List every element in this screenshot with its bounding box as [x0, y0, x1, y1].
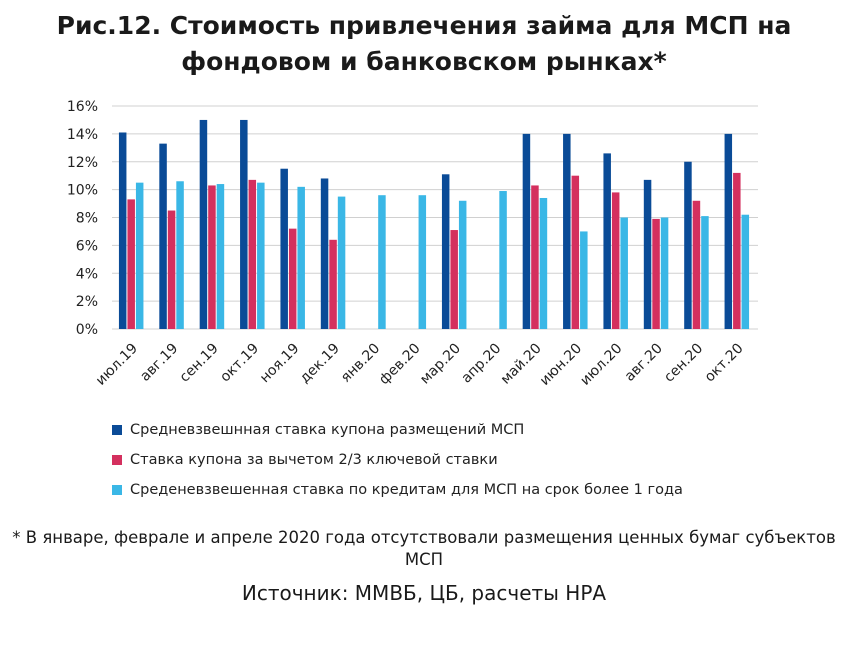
legend-label-series2: Ставка купона за вычетом 2/3 ключевой ст… [130, 452, 498, 468]
bar-series3-янв.20 [378, 195, 386, 329]
y-tick-label: 10% [67, 183, 98, 199]
legend-label-series3: Среденевзвешенная ставка по кредитам для… [130, 482, 683, 498]
bar-series1-мар.20 [441, 174, 450, 329]
bar-series3-апр.20 [499, 191, 507, 329]
bar-series3-сен.19 [216, 184, 225, 329]
bar-series3-июл.19 [135, 182, 144, 329]
bar-series1-авг.19 [159, 143, 167, 329]
bar-series2-окт.19 [248, 179, 257, 329]
x-tick-label: ноя.19 [257, 341, 303, 387]
bar-series2-июн.20 [571, 175, 580, 329]
y-tick-label: 6% [76, 238, 98, 254]
bar-series1-май.20 [522, 133, 531, 329]
y-tick-label: 14% [67, 127, 98, 143]
bar-series3-окт.20 [741, 214, 750, 329]
x-tick-label: сен.19 [177, 341, 222, 386]
bar-series3-окт.19 [257, 182, 265, 329]
footnote: * В январе, феврале и апреле 2020 года о… [12, 528, 836, 569]
bar-series2-авг.19 [167, 210, 176, 329]
bar-series1-дек.19 [320, 178, 329, 329]
x-tick-label: май.20 [498, 341, 545, 388]
bar-series2-сен.19 [208, 185, 216, 329]
bar-series3-ноя.19 [297, 186, 305, 329]
y-tick-label: 2% [76, 294, 98, 310]
bar-series2-дек.19 [329, 239, 337, 329]
bar-series3-июн.20 [580, 231, 588, 329]
bar-series1-июл.19 [118, 132, 127, 329]
legend-swatch-series2 [112, 455, 122, 465]
x-tick-label: авг.20 [622, 341, 666, 385]
bar-series3-мар.20 [458, 200, 467, 329]
x-tick-label: июл.20 [577, 341, 625, 389]
y-axis-ticks: 0% 2% 4% 6% 8% 10% 12% 14% 16% [67, 99, 98, 338]
source-note: Источник: ММВБ, ЦБ, расчеты НРА [241, 581, 607, 605]
legend-swatch-series3 [112, 485, 122, 495]
bar-series1-сен.19 [199, 119, 208, 329]
y-tick-label: 12% [67, 155, 98, 171]
x-tick-label: фев.20 [376, 341, 423, 388]
bar-series2-май.20 [531, 185, 539, 329]
bar-series3-июл.20 [620, 217, 628, 329]
x-tick-label: сен.20 [661, 341, 706, 386]
bar-series2-мар.20 [450, 230, 458, 329]
x-tick-label: янв.20 [338, 341, 383, 386]
bar-series1-июн.20 [563, 133, 571, 329]
y-tick-label: 16% [67, 99, 98, 115]
bar-series3-май.20 [539, 197, 548, 329]
bar-series1-окт.19 [240, 119, 248, 329]
bar-series3-авг.19 [176, 181, 184, 329]
chart-title: Рис.12. Стоимость привлечения займа для … [56, 11, 792, 76]
x-tick-label: окт.19 [217, 341, 262, 386]
bar-series2-окт.20 [733, 172, 741, 329]
bar-series1-сен.20 [684, 161, 692, 329]
y-tick-label: 8% [76, 211, 98, 227]
bar-series1-июл.20 [603, 153, 611, 329]
bar-series1-авг.20 [643, 179, 652, 329]
x-tick-label: авг.19 [137, 341, 181, 385]
bar-chart: 0% 2% 4% 6% 8% 10% 12% 14% 16% июл.19авг.19сен.1… [67, 99, 758, 389]
x-axis-ticks: июл.19авг.19сен.19окт.19ноя.19дек.19янв.… [93, 341, 747, 389]
bar-series1-ноя.19 [280, 168, 288, 329]
bar-series3-фев.20 [418, 195, 427, 329]
bar-series2-авг.20 [652, 218, 660, 329]
bar-series2-июл.20 [611, 192, 620, 329]
x-tick-label: дек.19 [297, 341, 343, 387]
bars [118, 119, 750, 329]
x-tick-label: июл.19 [93, 341, 141, 389]
bar-series2-сен.20 [692, 200, 701, 329]
x-tick-label: апр.20 [459, 341, 505, 387]
y-tick-label: 0% [76, 322, 98, 338]
bar-series1-окт.20 [724, 133, 733, 329]
x-tick-label: окт.20 [702, 341, 747, 386]
bar-series3-авг.20 [660, 217, 669, 329]
bar-series3-сен.20 [701, 216, 709, 329]
x-tick-label: мар.20 [417, 341, 464, 388]
x-tick-label: июн.20 [537, 341, 585, 389]
bar-series3-дек.19 [337, 196, 346, 329]
y-tick-label: 4% [76, 266, 98, 282]
legend-swatch-series1 [112, 425, 122, 435]
bar-series2-июл.19 [127, 199, 135, 329]
bar-series2-ноя.19 [288, 228, 297, 329]
legend-label-series1: Средневзвешнная ставка купона размещений… [130, 422, 525, 438]
